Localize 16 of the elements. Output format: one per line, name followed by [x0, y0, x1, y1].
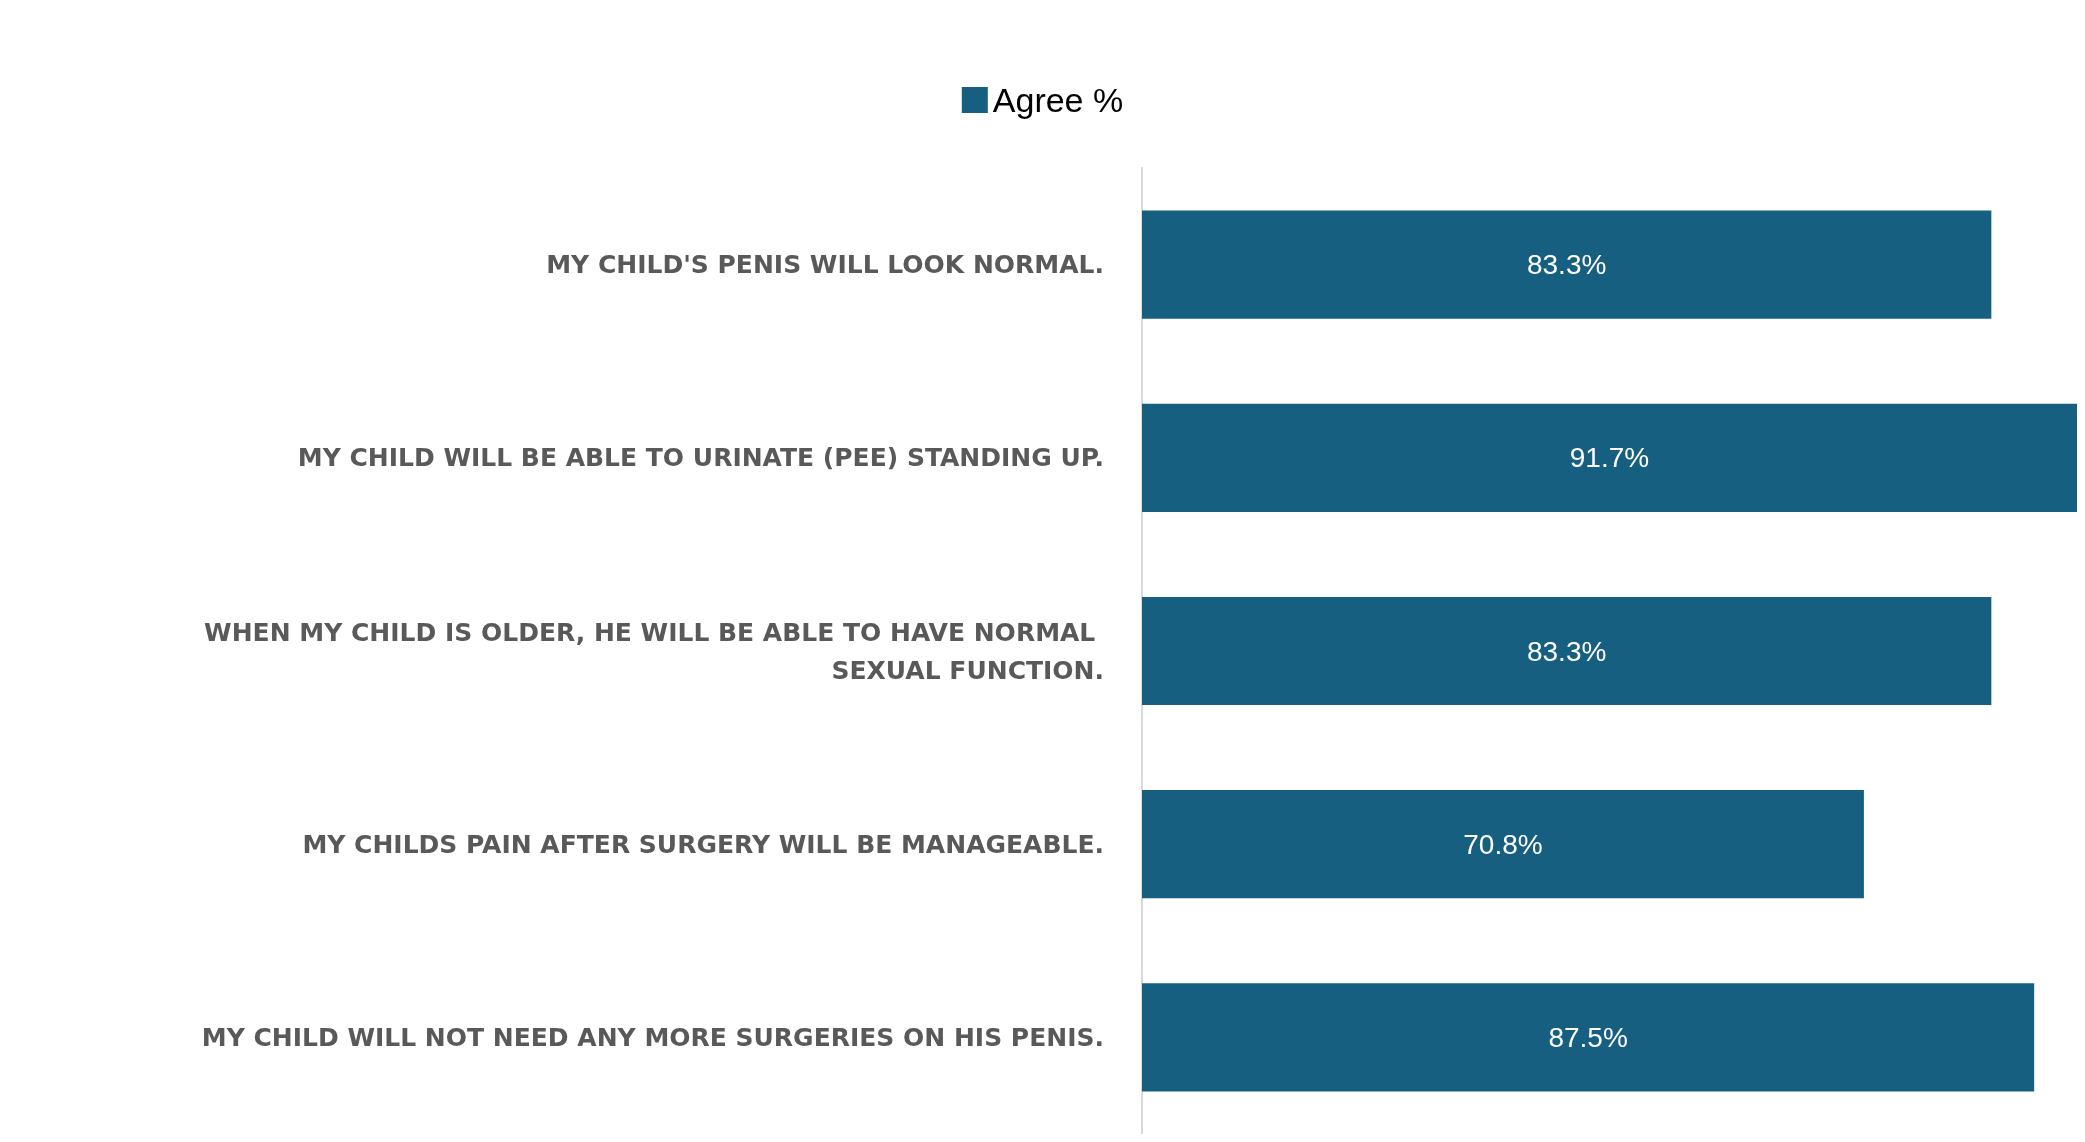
y-tick-label: MY CHILD WILL BE ABLE TO URINATE (PEE) STANDING UP.: [297, 443, 1104, 473]
data-label: 70.8%: [1463, 828, 1543, 860]
bar: [1142, 210, 1992, 319]
bar: [1142, 403, 2077, 512]
data-label: 83.3%: [1526, 249, 1607, 281]
bar: [1142, 790, 1864, 899]
y-tick-label: MY CHILD'S PENIS WILL LOOK NORMAL.: [546, 250, 1104, 280]
data-label: 87.5%: [1548, 1021, 1628, 1053]
y-tick-label: MY CHILDS PAIN AFTER SURGERY WILL BE MANAGEABLE.: [302, 829, 1104, 859]
data-label: 83.3%: [1526, 635, 1607, 667]
y-tick-label: MY CHILD WILL NOT NEED ANY MORE SURGERIES ON HIS PENIS.: [201, 1022, 1104, 1052]
y-tick-label: WHEN MY CHILD IS OLDER, HE WILL BE ABLE TO HAVE NORMAL SEXUAL FUNCTION.: [204, 617, 1104, 685]
data-label: 91.7%: [1569, 442, 1650, 474]
legend-label: Agree %: [992, 81, 1124, 119]
bar: [1142, 596, 1992, 706]
bar: [1142, 983, 2035, 1092]
